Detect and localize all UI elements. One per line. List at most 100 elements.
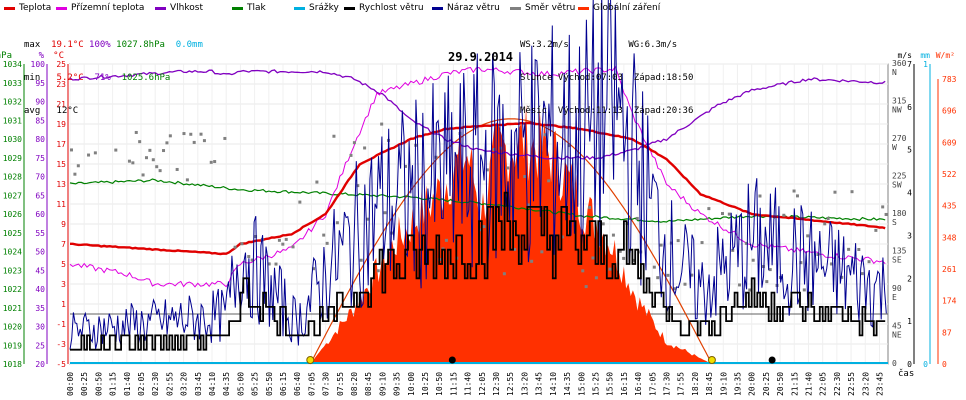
y-tick-ms: 5 <box>907 146 912 155</box>
series-vlhkost <box>69 69 886 160</box>
wind-direction-dot <box>281 242 285 246</box>
x-tick-label: 12:30 <box>492 372 501 396</box>
x-tick-label: 18:20 <box>691 372 700 396</box>
axis-title-mm: mm <box>920 51 930 60</box>
wind-direction-dot <box>860 272 864 276</box>
wind-direction-dot <box>247 255 251 259</box>
wind-direction-dot <box>189 132 193 136</box>
legend-label: Náraz větru <box>447 3 500 13</box>
wind-direction-dot <box>482 225 486 229</box>
y-tick-winddir-letter: W <box>892 143 897 152</box>
y-tick-winddir-letter: SW <box>892 181 902 190</box>
x-tick-label: 22:05 <box>819 372 828 396</box>
wind-direction-dot <box>707 207 711 211</box>
x-tick-label: 20:00 <box>748 372 757 396</box>
x-tick-label: 07:05 <box>307 372 316 396</box>
wind-direction-dot <box>492 147 496 151</box>
y-tick-hpa: 1033 <box>3 79 22 88</box>
x-tick-label: 14:10 <box>549 372 558 396</box>
wind-direction-dot <box>608 267 612 271</box>
stats-max-press: 1027.8hPa <box>116 40 165 50</box>
info-wg: WG:6.3m/s <box>628 40 678 50</box>
x-tick-label: 04:10 <box>208 372 217 396</box>
x-tick-label: 15:50 <box>606 372 615 396</box>
y-tick-hpa: 1027 <box>3 191 22 200</box>
wind-direction-dot <box>611 233 615 237</box>
wind-direction-dot <box>352 141 356 145</box>
y-tick-hpa: 1032 <box>3 98 22 107</box>
wind-direction-dot <box>601 222 605 226</box>
y-tick-wm: 0 <box>942 360 947 369</box>
wind-direction-dot <box>700 241 704 245</box>
y-tick-wm: 783 <box>942 75 957 84</box>
wind-direction-dot <box>499 146 503 150</box>
y-tick-hpa: 1028 <box>3 173 22 182</box>
wind-direction-dot <box>311 267 315 271</box>
wind-direction-dot <box>322 233 326 237</box>
wind-direction-dot <box>134 130 138 134</box>
y-tick-winddir-letter: SE <box>892 256 902 265</box>
sun-moon-markers <box>306 356 776 364</box>
y-tick-deg: 1 <box>61 300 66 309</box>
wind-direction-dot <box>298 200 302 204</box>
x-tick-label: 08:20 <box>350 372 359 396</box>
chart-date-title: 29.9.2014 <box>448 50 514 64</box>
wind-direction-dot <box>632 258 636 262</box>
y-tick-wm: 609 <box>942 138 957 147</box>
wind-direction-dot <box>738 283 742 287</box>
y-tick-pct: 95 <box>35 79 45 88</box>
info-block: WS:3.2m/s WG:6.3m/s Slunce Východ:07:03 … <box>520 18 693 128</box>
y-tick-deg: 5 <box>61 260 66 269</box>
stats-max-rain: 0.0mm <box>175 40 203 50</box>
wind-direction-dot <box>165 141 169 145</box>
series-rychlost-vetru <box>70 191 886 351</box>
wind-direction-dot <box>584 285 588 289</box>
stats-avg-label: avg <box>24 106 41 116</box>
wind-direction-dot <box>114 148 118 152</box>
axis-title-pct: % <box>39 51 45 61</box>
x-tick-label: 23:20 <box>861 372 870 396</box>
wind-direction-dot <box>656 276 660 280</box>
wind-direction-dot <box>175 167 179 171</box>
stats-min-temp: 5.2°C <box>56 73 84 83</box>
wind-direction-dot <box>720 212 724 216</box>
wind-direction-dot <box>591 256 595 260</box>
x-tick-label: 13:20 <box>520 372 529 396</box>
legend-label: Rychlost větru <box>359 3 424 13</box>
x-tick-label: 17:30 <box>662 372 671 396</box>
wind-direction-dot <box>795 194 799 198</box>
wind-direction-dot <box>127 159 131 163</box>
axis-title-wm: W/m² <box>936 51 955 60</box>
wind-direction-dot <box>223 136 227 140</box>
wind-direction-dot <box>659 243 663 247</box>
wind-direction-dot <box>155 165 159 169</box>
wind-direction-dot <box>758 194 762 198</box>
wind-direction-dot <box>277 238 281 242</box>
y-tick-wm: 261 <box>942 265 957 274</box>
legend-label: Tlak <box>247 3 266 13</box>
x-tick-label: 16:40 <box>634 372 643 396</box>
wind-direction-dot <box>144 156 148 160</box>
x-tick-label: 17:05 <box>648 372 657 396</box>
wind-direction-dot <box>383 211 387 215</box>
wind-direction-dot <box>444 238 448 242</box>
x-tick-label: 04:35 <box>222 372 231 396</box>
y-tick-deg: -1 <box>56 320 66 329</box>
legend-item: Přízemní teplota <box>56 3 144 13</box>
wind-direction-dot <box>168 134 172 138</box>
wind-direction-dot <box>70 148 73 152</box>
wind-direction-dot <box>622 256 626 260</box>
wind-direction-dot <box>291 245 295 249</box>
wind-direction-dot <box>874 228 878 232</box>
sunset-marker <box>707 356 716 364</box>
y-tick-hpa: 1022 <box>3 285 22 294</box>
legend-swatch <box>578 6 589 10</box>
legend-label: Globální záření <box>593 3 661 13</box>
legend-label: Vlhkost <box>170 3 203 13</box>
wind-direction-dot <box>847 247 851 251</box>
y-tick-hpa: 1020 <box>3 323 22 332</box>
y-tick-deg: 17 <box>56 140 66 149</box>
legend-label: Směr větru <box>525 3 576 13</box>
y-tick-ms: 2 <box>907 274 912 283</box>
y-tick-hpa: 1031 <box>3 116 22 125</box>
